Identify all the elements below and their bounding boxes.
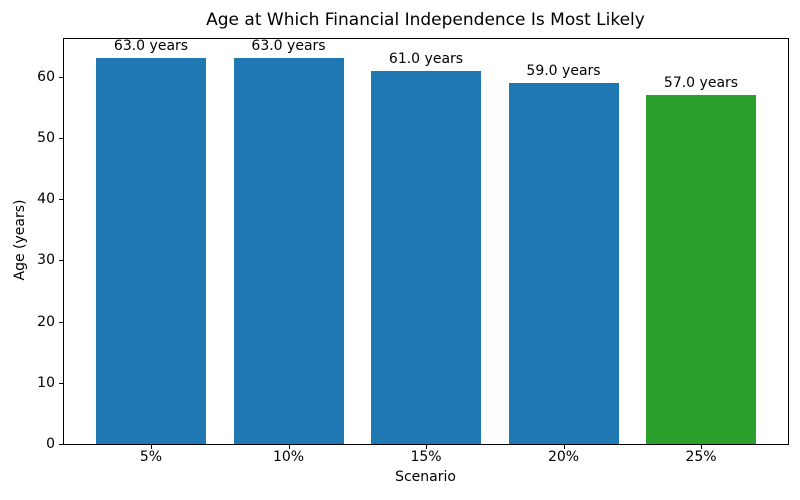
y-tick-label: 30	[37, 252, 55, 269]
bar-value-label: 57.0 years	[663, 75, 739, 92]
y-axis-label: Age (years)	[12, 199, 28, 281]
x-tick-mark	[701, 445, 702, 449]
x-axis-label: Scenario	[395, 469, 456, 485]
bar-5%	[96, 58, 206, 444]
bar-value-label: 63.0 years	[251, 38, 326, 55]
x-tick-mark	[288, 445, 290, 449]
y-tick-label: 20	[37, 313, 55, 330]
y-tick-label: 10	[37, 374, 55, 391]
plot-area: 63.0 years 63.0 years 61.0 years 59.0 years…	[63, 38, 789, 445]
bar-value-label: 61.0 years	[388, 50, 464, 67]
x-tick-label: 10%	[272, 449, 305, 465]
x-tick-mark	[426, 445, 427, 449]
bar-10%	[233, 58, 344, 444]
y-tick-mark	[59, 137, 63, 139]
y-tick-mark	[59, 321, 63, 323]
x-tick-mark	[563, 445, 565, 449]
y-tick-label: 50	[37, 129, 55, 146]
x-tick-label: 25%	[685, 449, 717, 465]
y-tick-mark	[59, 76, 63, 78]
y-tick-label: 0	[46, 436, 55, 452]
y-tick-mark	[59, 382, 63, 384]
y-tick-mark	[59, 444, 63, 445]
y-tick-mark	[59, 199, 63, 201]
bar-15%	[371, 70, 481, 444]
x-tick-mark	[151, 445, 152, 449]
bar-value-label: 63.0 years	[113, 38, 189, 55]
bar-25%	[646, 95, 756, 444]
bar-20%	[508, 82, 619, 444]
y-tick-label: 60	[37, 68, 55, 85]
x-tick-label: 15%	[410, 449, 442, 465]
x-tick-label: 5%	[139, 449, 163, 465]
bar-value-label: 59.0 years	[526, 62, 601, 79]
x-tick-label: 20%	[547, 449, 580, 465]
y-tick-label: 40	[37, 191, 55, 208]
y-tick-mark	[59, 260, 63, 262]
chart-title: Age at Which Financial Independence Is M…	[206, 10, 645, 30]
